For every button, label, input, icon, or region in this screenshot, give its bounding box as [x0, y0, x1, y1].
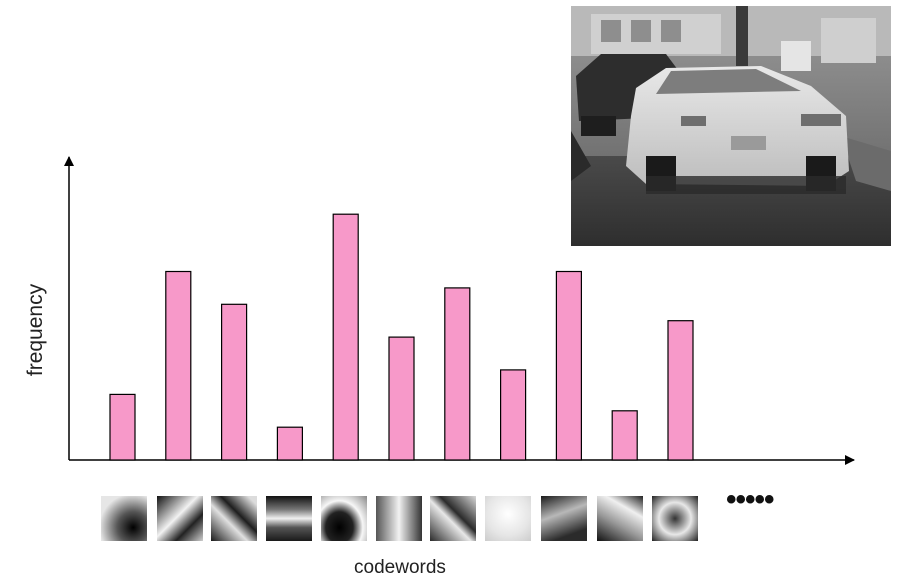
codeword-patch-8	[485, 496, 531, 541]
codeword-patch-1	[101, 496, 147, 541]
bar-9	[555, 270, 583, 461]
bar-5	[332, 213, 359, 461]
codeword-patch-2	[157, 496, 203, 541]
codeword-patch-9	[541, 496, 587, 541]
bar-10	[611, 410, 638, 461]
car-photo	[571, 6, 891, 246]
codeword-patch-5	[321, 496, 367, 541]
codeword-patch-3	[211, 496, 257, 541]
bar-8	[500, 369, 527, 461]
codeword-patch-11	[652, 496, 698, 541]
x-axis-title: codewords	[354, 557, 446, 578]
codeword-patch-4	[266, 496, 312, 541]
bar-6	[388, 336, 415, 461]
bar-7	[444, 287, 471, 461]
codeword-patch-7	[430, 496, 476, 541]
continuation-dots: •••••	[726, 483, 775, 516]
bar-group	[109, 213, 694, 461]
bar-4	[276, 426, 303, 461]
y-axis-title: frequency	[24, 283, 47, 377]
bar-11	[667, 320, 694, 461]
bar-2	[165, 270, 192, 461]
bar-1	[109, 393, 136, 461]
codeword-patch-10	[597, 496, 643, 541]
bar-3	[221, 303, 248, 461]
codeword-patch-6	[376, 496, 422, 541]
